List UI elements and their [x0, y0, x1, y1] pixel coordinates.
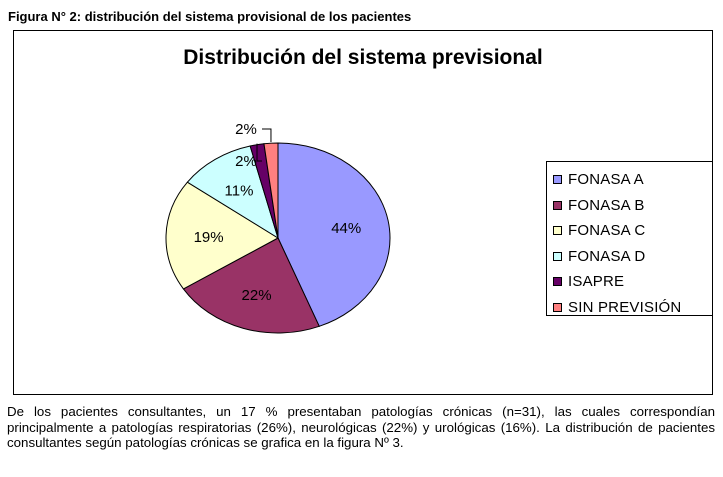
- figure-caption: Figura N° 2: distribución del sistema pr…: [8, 9, 412, 24]
- data-label-fonasa-a: 44%: [331, 220, 361, 237]
- chart-area: Distribución del sistema previsional 44%…: [13, 30, 713, 395]
- legend-label: ISAPRE: [568, 273, 625, 291]
- pie-slice-fonasa-b: [182, 237, 320, 334]
- legend-swatch: [553, 251, 562, 261]
- legend-label: FONASA C: [568, 222, 646, 240]
- chart-title: Distribución del sistema previsional: [183, 46, 543, 69]
- legend-item-sin-prevision: SIN PREVISIÓN: [553, 295, 712, 321]
- legend-swatch: [553, 277, 562, 287]
- legend-label: FONASA D: [568, 247, 646, 265]
- legend-label: SIN PREVISIÓN: [568, 298, 682, 316]
- data-label-fonasa-c: 19%: [194, 229, 224, 246]
- leader-line-sin-prevision: [262, 128, 272, 143]
- pie-slice-sin-prevision: [263, 142, 279, 239]
- data-label-sin-prevision: 2%: [235, 121, 257, 138]
- pie-chart: 44% 22% 19% 11% 2% 2%: [165, 121, 391, 334]
- legend-swatch: [553, 200, 562, 210]
- legend-swatch: [553, 226, 562, 236]
- body-paragraph: De los pacientes consultantes, un 17 % p…: [7, 404, 715, 451]
- data-label-isapre: 2%: [235, 153, 257, 170]
- chart-legend: FONASA A FONASA B FONASA C FONASA D ISAPRE SI…: [546, 161, 713, 316]
- legend-swatch: [553, 175, 562, 185]
- leader-line-isapre: [256, 143, 262, 162]
- pie-slice-fonasa-d: [186, 145, 279, 240]
- pie-slice-fonasa-a: [277, 142, 391, 327]
- legend-item-fonasa-b: FONASA B: [553, 193, 712, 219]
- legend-item-fonasa-a: FONASA A: [553, 167, 712, 193]
- legend-swatch: [553, 302, 562, 312]
- pie-slice-fonasa-c: [165, 181, 280, 290]
- data-label-fonasa-b: 22%: [242, 287, 272, 304]
- legend-item-fonasa-d: FONASA D: [553, 244, 712, 270]
- data-label-fonasa-d: 11%: [225, 182, 254, 199]
- legend-label: FONASA B: [568, 196, 645, 214]
- legend-item-isapre: ISAPRE: [553, 269, 712, 295]
- legend-label: FONASA A: [568, 171, 644, 189]
- legend-item-fonasa-c: FONASA C: [553, 218, 712, 244]
